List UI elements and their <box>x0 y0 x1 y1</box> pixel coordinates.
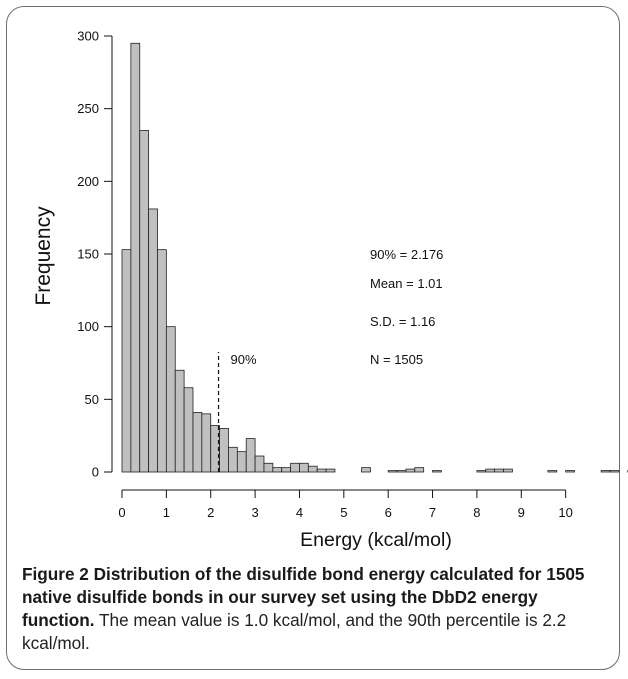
y-tick-label: 0 <box>92 465 99 480</box>
histogram-bar <box>476 470 487 473</box>
y-tick-label: 50 <box>85 392 99 407</box>
histogram-bars <box>121 42 628 473</box>
x-tick-label: 10 <box>558 505 572 520</box>
histogram-bar <box>174 369 185 473</box>
histogram-bar <box>192 412 203 473</box>
histogram-bar <box>494 468 504 473</box>
histogram-bar <box>254 455 265 473</box>
histogram-bar <box>316 468 327 473</box>
histogram-bar <box>565 470 575 473</box>
histogram-bar <box>121 249 132 473</box>
histogram-bar <box>609 470 620 473</box>
histogram-bar <box>183 387 194 473</box>
x-axis: 0 1 2 3 4 5 6 7 8 9 10 <box>118 489 573 520</box>
histogram-bar <box>272 467 283 473</box>
x-axis-label: Energy (kcal/mol) <box>300 529 452 551</box>
histogram-bar <box>245 438 256 473</box>
histogram-bar <box>201 413 212 473</box>
figure-caption: Figure 2 Distribution of the disulfide b… <box>22 563 612 655</box>
percentile-label: 90% <box>231 352 257 367</box>
x-tick-label: 8 <box>473 505 480 520</box>
energy-histogram: 0 50 100 150 200 250 300 0 1 2 3 4 5 6 7 8 9 10 90% 90% … <box>32 29 628 551</box>
y-axis-label: Frequency <box>32 206 55 306</box>
x-tick-label: 4 <box>296 505 303 520</box>
histogram-bar <box>157 249 167 473</box>
y-tick-label: 100 <box>77 319 99 334</box>
histogram-bar <box>387 470 398 473</box>
histogram-bar <box>228 446 238 473</box>
histogram-bar <box>325 468 336 473</box>
histogram-bar <box>396 470 407 473</box>
y-tick-label: 300 <box>77 29 99 44</box>
histogram-bar <box>165 326 176 473</box>
histogram-bar <box>299 462 309 473</box>
x-tick-label: 7 <box>429 505 436 520</box>
stat-annotation: S.D. = 1.16 <box>370 314 435 329</box>
caption-title: Figure 2 Distribution of the disulfide b… <box>22 564 585 630</box>
caption-body: The mean value is 1.0 kcal/mol, and the … <box>22 610 567 653</box>
y-tick-label: 150 <box>77 247 99 262</box>
x-tick-label: 3 <box>251 505 258 520</box>
histogram-bar <box>414 467 425 473</box>
histogram-bar <box>503 468 513 473</box>
histogram-bar <box>485 468 496 473</box>
stats-annotations: 90% = 2.176 Mean = 1.01 S.D. = 1.16 N = 150… <box>370 247 443 367</box>
histogram-bar <box>281 467 291 473</box>
histogram-bar <box>361 467 371 473</box>
histogram-bar <box>219 427 229 473</box>
histogram-bar <box>290 462 300 473</box>
x-tick-label: 6 <box>385 505 392 520</box>
y-axis: 0 50 100 150 200 250 300 <box>77 29 113 480</box>
stat-annotation: 90% = 2.176 <box>370 247 443 262</box>
histogram-bar <box>130 42 141 473</box>
histogram-bar <box>307 465 318 473</box>
x-tick-label: 9 <box>518 505 525 520</box>
stat-annotation: N = 1505 <box>370 352 423 367</box>
figure-frame <box>6 6 620 670</box>
histogram-bar <box>236 451 247 473</box>
y-tick-label: 200 <box>77 174 99 189</box>
histogram-bar <box>600 470 611 473</box>
stat-annotation: Mean = 1.01 <box>370 276 443 291</box>
x-tick-label: 5 <box>340 505 347 520</box>
histogram-bar <box>139 130 150 473</box>
histogram-bar <box>148 208 158 473</box>
x-tick-label: 0 <box>118 505 125 520</box>
histogram-bar <box>432 470 442 473</box>
histogram-bar <box>405 468 416 473</box>
x-tick-label: 2 <box>207 505 214 520</box>
y-tick-label: 250 <box>77 101 99 116</box>
histogram-bar <box>263 462 274 473</box>
x-tick-label: 1 <box>163 505 170 520</box>
histogram-bar <box>547 470 558 473</box>
